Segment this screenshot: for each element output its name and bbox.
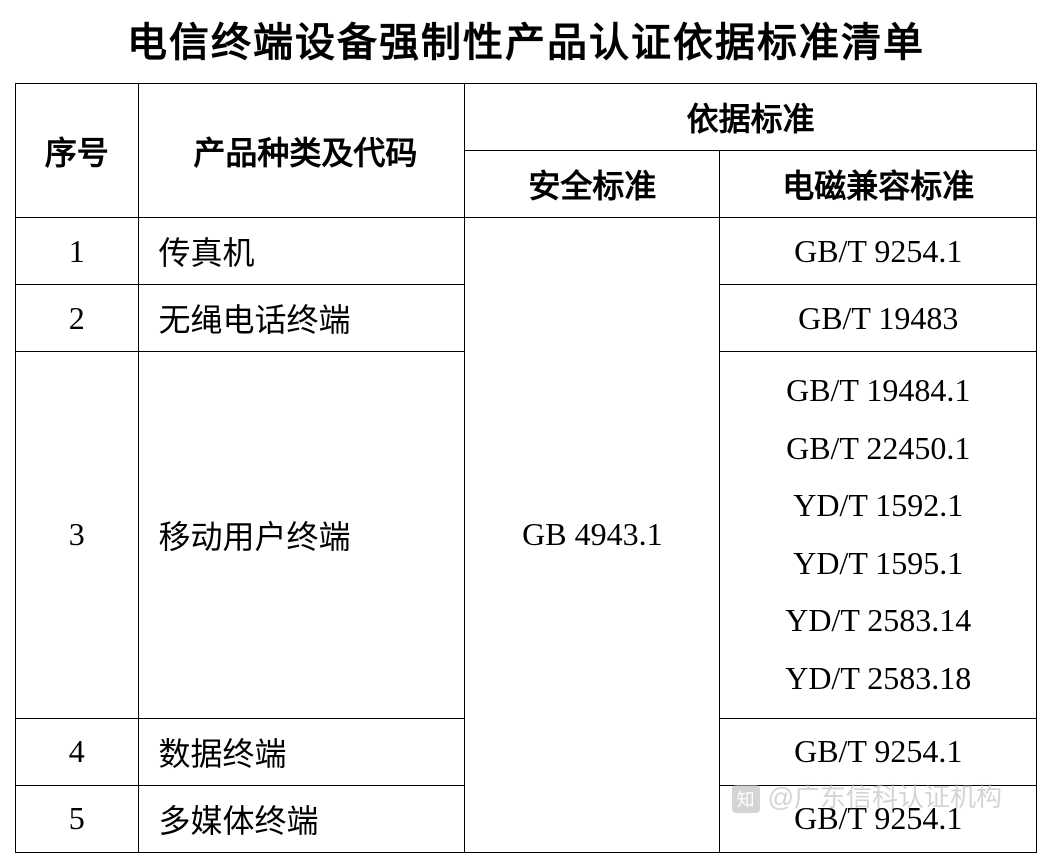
emc-line: YD/T 2583.14 — [732, 592, 1024, 650]
document-title: 电信终端设备强制性产品认证依据标准清单 — [15, 10, 1037, 68]
header-seq: 序号 — [16, 84, 139, 218]
cell-emc: GB/T 9254.1 — [720, 718, 1037, 785]
cell-seq: 2 — [16, 285, 139, 352]
cell-product: 移动用户终端 — [138, 352, 465, 719]
cell-emc: GB/T 9254.1 — [720, 785, 1037, 852]
cell-emc: GB/T 19483 — [720, 285, 1037, 352]
cell-seq: 3 — [16, 352, 139, 719]
emc-line: GB/T 19484.1 — [732, 362, 1024, 420]
cell-emc: GB/T 9254.1 — [720, 218, 1037, 285]
emc-line: YD/T 1595.1 — [732, 535, 1024, 593]
cell-seq: 4 — [16, 718, 139, 785]
header-emc: 电磁兼容标准 — [720, 151, 1037, 218]
header-row-1: 序号 产品种类及代码 依据标准 — [16, 84, 1037, 151]
cell-seq: 1 — [16, 218, 139, 285]
header-product: 产品种类及代码 — [138, 84, 465, 218]
cell-product: 无绳电话终端 — [138, 285, 465, 352]
cell-product: 数据终端 — [138, 718, 465, 785]
emc-line: YD/T 1592.1 — [732, 477, 1024, 535]
cell-seq: 5 — [16, 785, 139, 852]
cell-emc-multi: GB/T 19484.1 GB/T 22450.1 YD/T 1592.1 YD… — [720, 352, 1037, 719]
standards-table: 序号 产品种类及代码 依据标准 安全标准 电磁兼容标准 1 传真机 GB 494… — [15, 83, 1037, 853]
header-safety: 安全标准 — [465, 151, 720, 218]
cell-safety: GB 4943.1 — [465, 218, 720, 853]
emc-line: YD/T 2583.18 — [732, 650, 1024, 708]
cell-product: 传真机 — [138, 218, 465, 285]
header-basis: 依据标准 — [465, 84, 1037, 151]
cell-product: 多媒体终端 — [138, 785, 465, 852]
emc-line: GB/T 22450.1 — [732, 420, 1024, 478]
table-row: 1 传真机 GB 4943.1 GB/T 9254.1 — [16, 218, 1037, 285]
